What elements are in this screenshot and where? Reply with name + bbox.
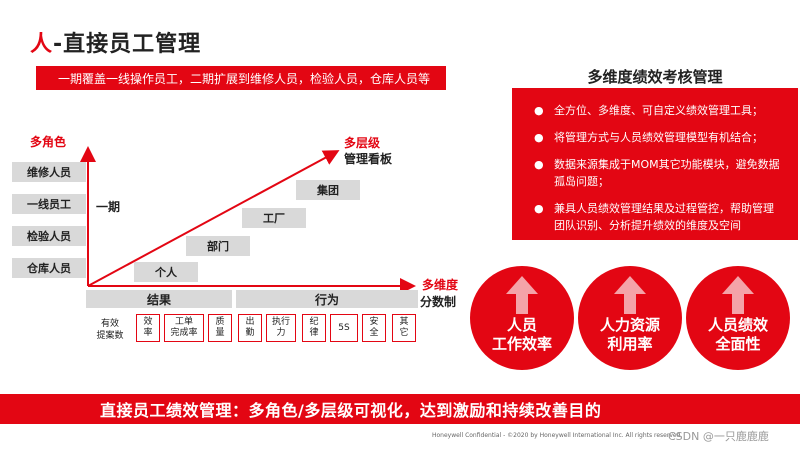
phase-label: 一期 (96, 200, 121, 214)
diagonal-arrow-line (87, 150, 340, 287)
x-axis-label: 多维度 (422, 278, 459, 292)
diagonal-sublabel: 管理看板 (344, 152, 393, 166)
level-group: 集团 (296, 180, 360, 200)
bullet-text: 全方位、多维度、可自定义绩效管理工具； (554, 104, 763, 117)
metric-5s: 5S (330, 314, 358, 342)
metric-line1: 其 (399, 317, 409, 327)
circle-text: 人员 工作效率 (470, 316, 574, 354)
metric-line1: 出 (245, 317, 255, 327)
circle-text: 人力资源 利用率 (578, 316, 682, 354)
bullet-text: 兼具人员绩效管理结果及过程管控，帮助管理团队识别、分析提升绩效的维度及空间 (554, 202, 774, 232)
right-panel-title: 多维度绩效考核管理 (587, 68, 723, 86)
metric-line2: 力 (276, 328, 286, 338)
up-arrow-icon (506, 276, 538, 314)
level-factory: 工厂 (242, 208, 306, 228)
behavior-category: 行为 (236, 290, 418, 308)
metric-safety: 安全 (362, 314, 386, 342)
right-panel-box: ● 全方位、多维度、可自定义绩效管理工具； ● 将管理方式与人员绩效管理模型有机结合… (512, 88, 798, 240)
diagonal-label: 多层级 (344, 136, 381, 150)
metric-efficiency: 效率 (136, 314, 160, 342)
circle-line1: 人员绩效 (707, 316, 768, 334)
page-title: 人-直接员工管理 (30, 26, 201, 58)
x-axis-sublabel: 分数制 (420, 295, 457, 309)
bullet-text: 将管理方式与人员绩效管理模型有机结合； (554, 131, 763, 144)
metric-line2: 完成率 (170, 328, 198, 338)
metric-quality: 质量 (208, 314, 232, 342)
bullet-dot-icon: ● (534, 202, 544, 215)
circle-line2: 工作效率 (491, 335, 552, 353)
up-arrow-icon (722, 276, 754, 314)
circle-hr-utilization: 人力资源 利用率 (578, 266, 682, 370)
metric-line2: 率 (143, 328, 153, 338)
watermark: CSDN @一只鹿鹿鹿 (668, 430, 769, 443)
metric-line1: 执行 (271, 317, 290, 327)
title-prefix: 人 (30, 32, 54, 57)
metric-line2: 律 (309, 328, 319, 338)
metric-execution: 执行力 (266, 314, 296, 342)
metric-line1: 工单 (174, 317, 193, 327)
bullet-text: 数据来源集成于MOM其它功能模块，避免数据孤岛问题； (554, 158, 780, 188)
metric-line1: 质 (215, 317, 225, 327)
circle-work-efficiency: 人员 工作效率 (470, 266, 574, 370)
summary-banner: 直接员工绩效管理：多角色/多层级可视化，达到激励和持续改善目的 (0, 394, 800, 424)
metric-line2: 勤 (245, 328, 255, 338)
level-individual: 个人 (134, 262, 198, 282)
bullet-dot-icon: ● (534, 131, 544, 144)
role-maintenance: 维修人员 (12, 162, 86, 182)
y-axis-label: 多角色 (30, 135, 67, 149)
circle-line1: 人员 (506, 316, 537, 334)
metric-attendance: 出勤 (238, 314, 262, 342)
bullet-item: ● 全方位、多维度、可自定义绩效管理工具； (532, 102, 780, 119)
title-rest: -直接员工管理 (53, 32, 202, 57)
circle-line2: 全面性 (715, 335, 761, 353)
metric-workorder: 工单 完成率 (164, 314, 204, 342)
metric-line1: 5S (338, 322, 350, 333)
circle-performance-coverage: 人员绩效 全面性 (686, 266, 790, 370)
circle-line2: 利用率 (607, 335, 653, 353)
scope-banner: 一期覆盖一线操作员工，二期扩展到维修人员，检验人员，仓库人员等 (36, 66, 446, 90)
metric-proposals-line2: 提案数 (96, 331, 124, 341)
metric-line1: 纪 (309, 317, 319, 327)
bullet-dot-icon: ● (534, 104, 544, 117)
bullet-dot-icon: ● (534, 158, 544, 171)
up-arrow-icon (614, 276, 646, 314)
circle-line1: 人力资源 (599, 316, 660, 334)
level-department: 部门 (186, 236, 250, 256)
metric-line2: 它 (399, 328, 409, 338)
metric-proposals: 有效 提案数 (92, 318, 128, 342)
bullet-item: ● 数据来源集成于MOM其它功能模块，避免数据孤岛问题； (532, 156, 780, 190)
metric-line1: 安 (369, 317, 379, 327)
role-frontline: 一线员工 (12, 194, 86, 214)
footer-copyright: Honeywell Confidential - ©2020 by Honeyw… (432, 432, 683, 439)
metric-line2: 量 (215, 328, 225, 338)
metric-line1: 效 (143, 317, 153, 327)
result-category: 结果 (86, 290, 232, 308)
bullet-item: ● 兼具人员绩效管理结果及过程管控，帮助管理团队识别、分析提升绩效的维度及空间 (532, 200, 780, 234)
metric-proposals-line1: 有效 (100, 319, 119, 329)
circle-text: 人员绩效 全面性 (686, 316, 790, 354)
metric-discipline: 纪律 (302, 314, 326, 342)
role-inspection: 检验人员 (12, 226, 86, 246)
metric-other: 其它 (392, 314, 416, 342)
bullet-item: ● 将管理方式与人员绩效管理模型有机结合； (532, 129, 780, 146)
role-warehouse: 仓库人员 (12, 258, 86, 278)
metric-line2: 全 (369, 328, 379, 338)
